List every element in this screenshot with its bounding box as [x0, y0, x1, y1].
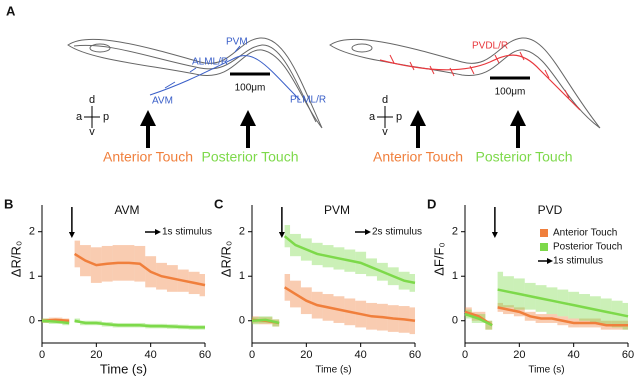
neuron-label: AVM — [152, 96, 173, 107]
legend-label: Anterior Touch — [553, 228, 617, 239]
panel-label: C — [214, 196, 224, 211]
neuron-label: PVM — [226, 37, 248, 48]
x-tick-label: 40 — [145, 349, 157, 361]
axis-d: d — [382, 94, 388, 106]
axis-v: v — [89, 126, 95, 138]
x-tick-label: 20 — [90, 349, 102, 361]
x-axis-label: Time (s) — [315, 365, 351, 376]
worm-right — [329, 37, 601, 148]
panel-label: B — [4, 196, 13, 211]
y-tick-label: 1 — [452, 270, 458, 282]
x-tick-label: 60 — [199, 349, 211, 361]
series-line — [251, 235, 416, 325]
error-band — [284, 225, 291, 248]
y-axis-label: ΔF/F₀ — [431, 242, 446, 276]
panel-label: D — [427, 196, 436, 211]
chart-title: AVM — [114, 203, 139, 217]
touch-label: Anterior Touch — [103, 149, 193, 165]
y-axis-label: ΔR/R₀ — [8, 241, 23, 277]
x-tick-label: 60 — [622, 349, 634, 361]
axis-a: a — [76, 111, 83, 123]
touch-label: Posterior Touch — [475, 149, 572, 165]
x-tick-label: 0 — [249, 349, 255, 361]
y-tick-label: 1 — [239, 270, 245, 282]
x-tick-label: 0 — [39, 349, 45, 361]
neuron-label: ALML/R — [192, 57, 228, 68]
x-tick-label: 40 — [568, 349, 580, 361]
y-tick-label: 2 — [29, 226, 35, 238]
series-line — [41, 319, 205, 329]
y-tick-label: 2 — [452, 226, 458, 238]
scale-label: 100μm — [235, 83, 266, 94]
touch-label: Posterior Touch — [201, 149, 298, 165]
axis-a: a — [369, 111, 376, 123]
neuron-label: PVDL/R — [472, 41, 508, 52]
x-tick-label: 60 — [409, 349, 421, 361]
series-line — [464, 288, 629, 327]
annotation: 1s stimulus — [162, 227, 212, 238]
annotation: 2s stimulus — [372, 227, 422, 238]
y-axis-label: ΔR/R₀ — [218, 241, 233, 277]
y-tick-label: 2 — [239, 226, 245, 238]
chart-title: PVM — [324, 203, 350, 217]
error-band — [485, 320, 493, 330]
error-band — [284, 274, 291, 301]
chart-title: PVD — [538, 203, 563, 217]
y-tick-label: 0 — [29, 315, 35, 327]
scale-label: 100μm — [495, 87, 526, 98]
x-tick-label: 20 — [513, 349, 525, 361]
legend-swatch — [540, 229, 548, 237]
error-band — [74, 240, 81, 268]
y-tick-label: 0 — [452, 315, 458, 327]
legend-label: Posterior Touch — [553, 242, 622, 253]
x-tick-label: 40 — [355, 349, 367, 361]
axis-v: v — [382, 126, 388, 138]
y-tick-label: 1 — [29, 270, 35, 282]
axis-d: d — [89, 94, 95, 106]
neuron-label: PLML/R — [290, 95, 326, 106]
touch-label: Anterior Touch — [373, 149, 463, 165]
x-tick-label: 0 — [462, 349, 468, 361]
y-tick-label: 0 — [239, 315, 245, 327]
panel-label: A — [6, 3, 16, 18]
x-axis-label: Time (s) — [528, 365, 564, 376]
axis-p: p — [396, 111, 402, 123]
x-axis-label: Time (s) — [100, 361, 147, 376]
error-band — [485, 320, 493, 330]
legend-swatch — [540, 243, 548, 251]
annotation: 1s stimulus — [553, 256, 603, 267]
x-tick-label: 20 — [300, 349, 312, 361]
axis-p: p — [103, 111, 109, 123]
worm-left — [67, 37, 323, 148]
